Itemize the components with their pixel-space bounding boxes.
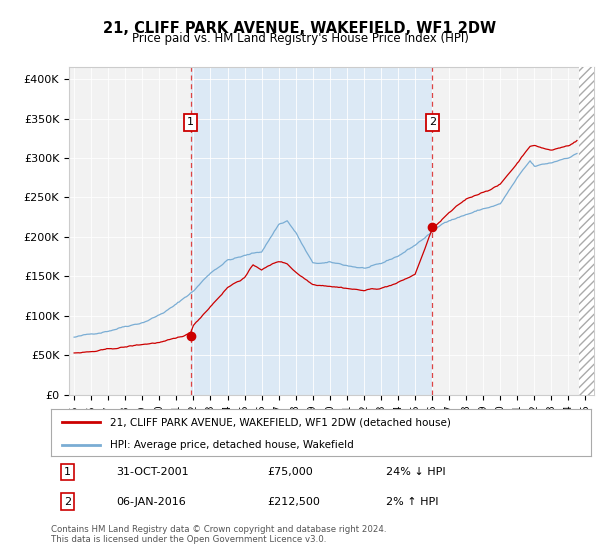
Text: 1: 1 [64, 467, 71, 477]
Text: 06-JAN-2016: 06-JAN-2016 [116, 497, 185, 507]
Text: 31-OCT-2001: 31-OCT-2001 [116, 467, 188, 477]
Text: 1: 1 [187, 118, 194, 128]
Text: This data is licensed under the Open Government Licence v3.0.: This data is licensed under the Open Gov… [51, 535, 326, 544]
Text: Price paid vs. HM Land Registry's House Price Index (HPI): Price paid vs. HM Land Registry's House … [131, 32, 469, 45]
Text: £75,000: £75,000 [267, 467, 313, 477]
Text: £212,500: £212,500 [267, 497, 320, 507]
Text: 2: 2 [429, 118, 436, 128]
Text: Contains HM Land Registry data © Crown copyright and database right 2024.: Contains HM Land Registry data © Crown c… [51, 525, 386, 534]
Text: 2: 2 [64, 497, 71, 507]
Text: HPI: Average price, detached house, Wakefield: HPI: Average price, detached house, Wake… [110, 440, 354, 450]
Bar [191, 67, 433, 395]
Text: 21, CLIFF PARK AVENUE, WAKEFIELD, WF1 2DW: 21, CLIFF PARK AVENUE, WAKEFIELD, WF1 2D… [103, 21, 497, 36]
Text: 21, CLIFF PARK AVENUE, WAKEFIELD, WF1 2DW (detached house): 21, CLIFF PARK AVENUE, WAKEFIELD, WF1 2D… [110, 417, 451, 427]
Text: 2% ↑ HPI: 2% ↑ HPI [386, 497, 438, 507]
Text: 24% ↓ HPI: 24% ↓ HPI [386, 467, 445, 477]
